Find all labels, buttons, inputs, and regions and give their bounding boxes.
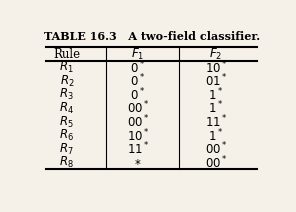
Text: Rule: Rule	[53, 48, 81, 61]
Text: $R_2$: $R_2$	[59, 74, 74, 89]
Text: $1^*$: $1^*$	[208, 127, 223, 144]
Text: $F_1$: $F_1$	[131, 47, 144, 62]
Text: $R_8$: $R_8$	[59, 155, 74, 170]
Text: $0^*$: $0^*$	[130, 86, 146, 103]
Text: $0^*$: $0^*$	[130, 60, 146, 76]
Text: $10^*$: $10^*$	[205, 60, 227, 76]
Text: $R_1$: $R_1$	[59, 60, 74, 75]
Text: $11^*$: $11^*$	[127, 141, 149, 157]
Text: $11^*$: $11^*$	[205, 114, 227, 130]
Text: $1^*$: $1^*$	[208, 86, 223, 103]
Text: $00^*$: $00^*$	[127, 100, 149, 117]
Text: $R_4$: $R_4$	[59, 101, 74, 116]
Text: $00^*$: $00^*$	[205, 141, 227, 157]
Text: $0^*$: $0^*$	[130, 73, 146, 90]
Text: TABLE 16.3   A two-field classifier.: TABLE 16.3 A two-field classifier.	[44, 31, 260, 42]
Text: $R_5$: $R_5$	[59, 114, 74, 130]
Text: $00^*$: $00^*$	[205, 154, 227, 171]
Text: $*$: $*$	[134, 156, 142, 169]
Text: $F_2$: $F_2$	[209, 47, 223, 62]
Text: $1^*$: $1^*$	[208, 100, 223, 117]
Text: $R_6$: $R_6$	[59, 128, 74, 143]
Text: $10^*$: $10^*$	[127, 127, 149, 144]
Text: $R_7$: $R_7$	[59, 142, 74, 157]
Text: $00^*$: $00^*$	[127, 114, 149, 130]
Text: $R_3$: $R_3$	[59, 87, 74, 102]
Text: $01^*$: $01^*$	[205, 73, 227, 90]
